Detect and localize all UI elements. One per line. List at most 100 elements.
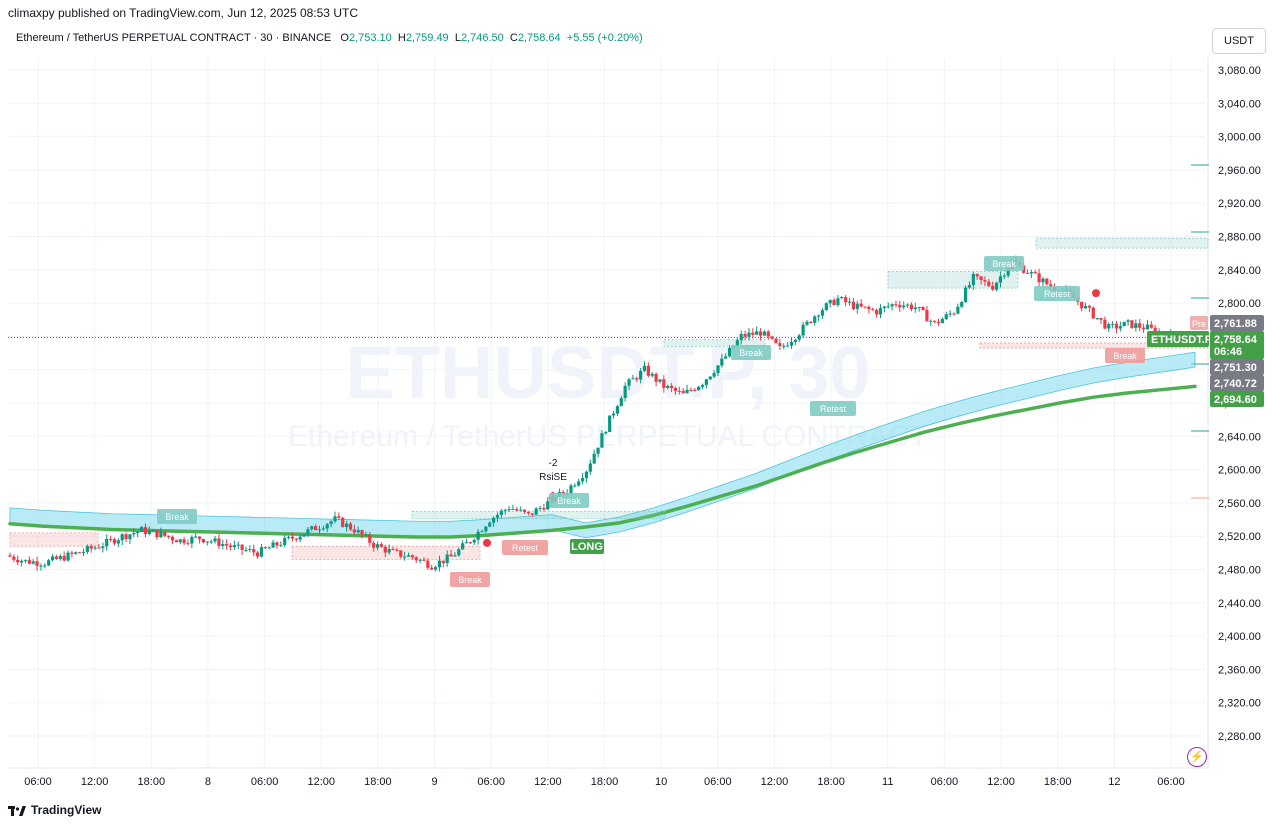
candle-body xyxy=(569,485,573,494)
candle-body xyxy=(1029,271,1033,274)
open-label: O xyxy=(340,32,349,44)
candle-body xyxy=(921,306,925,310)
candle-body xyxy=(542,507,546,510)
candle-body xyxy=(933,320,937,322)
annotation-tag xyxy=(549,493,589,508)
candle-body xyxy=(348,523,353,530)
candle-body xyxy=(163,531,167,536)
candle-body xyxy=(472,539,476,543)
candle-body xyxy=(437,560,442,568)
annotation-label: Break xyxy=(739,348,763,358)
candle-body xyxy=(801,324,805,336)
candle-body xyxy=(882,306,886,309)
candle-body xyxy=(383,546,387,553)
candle-body xyxy=(816,315,821,317)
candle-body xyxy=(1006,268,1010,276)
x-tick-label: 06:00 xyxy=(477,776,505,788)
candle-body xyxy=(519,509,523,511)
candle-body xyxy=(1103,319,1107,329)
candle-body xyxy=(1083,305,1088,309)
candle-body xyxy=(975,274,979,277)
candle-body xyxy=(1091,307,1095,319)
candle-body xyxy=(290,536,295,539)
candle-body xyxy=(418,559,422,561)
candle-body xyxy=(499,510,503,515)
candle-body xyxy=(847,301,852,303)
candle-body xyxy=(793,339,797,342)
candle-body xyxy=(832,299,836,306)
symbol-name[interactable]: Ethereum / TetherUS PERPETUAL CONTRACT ·… xyxy=(16,32,332,44)
candle-body xyxy=(151,530,155,532)
price-label-ema: 2,694.60 xyxy=(1214,394,1257,406)
candle-body xyxy=(453,555,457,557)
candle-body xyxy=(78,552,82,554)
candle-body xyxy=(820,310,825,316)
annotation-label: Break xyxy=(557,496,581,506)
y-tick-label: 2,920.00 xyxy=(1218,198,1261,210)
candle-body xyxy=(433,567,438,570)
candle-body xyxy=(530,513,534,515)
annotation-tag xyxy=(731,345,771,360)
candle-body xyxy=(314,526,318,531)
candle-body xyxy=(35,561,39,566)
candle-body xyxy=(159,531,163,538)
candle-body xyxy=(352,529,356,533)
price-label-1: 2,751.30 xyxy=(1214,362,1257,374)
low-value: 2,746.50 xyxy=(460,32,504,44)
candle-body xyxy=(461,543,465,550)
candle-body xyxy=(1002,275,1006,277)
x-tick-label: 12:00 xyxy=(987,776,1015,788)
x-tick-label: 06:00 xyxy=(704,776,732,788)
candle-body xyxy=(283,537,287,546)
candle-body xyxy=(851,301,856,309)
candle-body xyxy=(457,549,461,556)
x-tick-label: 06:00 xyxy=(1157,776,1185,788)
y-tick-label: 3,080.00 xyxy=(1218,65,1261,77)
candle-body xyxy=(105,538,109,547)
candle-body xyxy=(751,332,755,335)
candle-body xyxy=(240,544,244,551)
zone-box xyxy=(411,510,666,520)
currency-selector[interactable]: USDT xyxy=(1212,28,1266,54)
candle-body xyxy=(232,545,236,548)
candle-body xyxy=(66,552,70,561)
candle-body xyxy=(917,306,921,308)
candle-body xyxy=(662,379,666,388)
candle-body xyxy=(1033,271,1037,274)
candle-body xyxy=(213,538,217,542)
candle-body xyxy=(712,373,716,377)
candle-body xyxy=(178,539,182,543)
candle-body xyxy=(971,274,975,285)
annotation-label: Break xyxy=(1113,351,1137,361)
candle-body xyxy=(604,431,608,434)
candle-body xyxy=(81,551,86,553)
candle-body xyxy=(1095,318,1099,320)
candle-body xyxy=(546,501,550,510)
price-label-2: 2,740.72 xyxy=(1214,378,1257,390)
rsi-count-label: -2 xyxy=(549,458,558,469)
candle-body xyxy=(515,509,519,511)
candle-body xyxy=(998,276,1003,283)
lightning-icon[interactable]: ⚡ xyxy=(1187,747,1207,767)
price-label-ema-bg xyxy=(1210,391,1264,407)
candle-body xyxy=(987,281,991,287)
candle-body xyxy=(89,546,93,549)
candle-body xyxy=(364,534,368,536)
y-tick-label: 2,360.00 xyxy=(1218,664,1261,676)
candle-body xyxy=(855,303,859,309)
candle-body xyxy=(341,517,345,527)
candle-body xyxy=(190,536,194,544)
candle-body xyxy=(329,521,333,525)
y-tick-label: 2,440.00 xyxy=(1218,598,1261,610)
publisher-line: climaxpy published on TradingView.com, J… xyxy=(8,6,358,20)
candle-body xyxy=(1087,305,1092,308)
y-tick-label: 3,040.00 xyxy=(1218,98,1261,110)
y-tick-label: 2,840.00 xyxy=(1218,265,1261,277)
candle-body xyxy=(23,559,28,561)
candle-body xyxy=(263,547,267,549)
candle-body xyxy=(294,538,298,540)
candle-body xyxy=(279,545,283,547)
candle-body xyxy=(875,310,879,315)
candle-body xyxy=(1045,278,1049,285)
